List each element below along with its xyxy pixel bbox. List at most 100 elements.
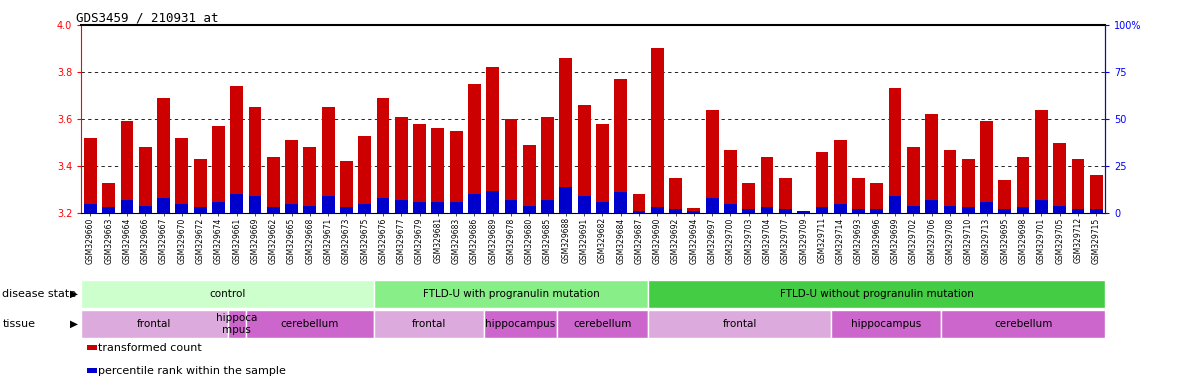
- Bar: [231, 86, 243, 213]
- Bar: [103, 207, 115, 213]
- Text: cerebellum: cerebellum: [994, 319, 1053, 329]
- Bar: [81, 280, 374, 308]
- Bar: [1072, 209, 1084, 213]
- Text: FTLD-U without progranulin mutation: FTLD-U without progranulin mutation: [780, 289, 974, 299]
- Text: cerebellum: cerebellum: [281, 319, 339, 329]
- Bar: [431, 202, 445, 213]
- Bar: [376, 98, 390, 213]
- Bar: [103, 182, 115, 213]
- Bar: [870, 209, 883, 213]
- Bar: [541, 117, 554, 213]
- Text: GDS3459 / 210931_at: GDS3459 / 210931_at: [76, 11, 219, 24]
- Text: hippocampus: hippocampus: [485, 319, 556, 329]
- Bar: [706, 109, 718, 213]
- Bar: [907, 205, 920, 213]
- Bar: [669, 209, 682, 213]
- Bar: [1090, 175, 1103, 213]
- Bar: [176, 138, 189, 213]
- Bar: [523, 145, 535, 213]
- Bar: [84, 138, 97, 213]
- Bar: [889, 196, 901, 213]
- Bar: [651, 48, 663, 213]
- Bar: [374, 310, 484, 338]
- Bar: [1090, 209, 1103, 213]
- Bar: [761, 207, 773, 213]
- Bar: [194, 159, 207, 213]
- Bar: [486, 190, 500, 213]
- Bar: [724, 150, 737, 213]
- Bar: [504, 119, 517, 213]
- Bar: [998, 180, 1011, 213]
- Bar: [687, 209, 700, 213]
- Text: ▶: ▶: [71, 289, 78, 299]
- Bar: [341, 161, 353, 213]
- Bar: [925, 114, 938, 213]
- Bar: [980, 121, 993, 213]
- Bar: [139, 147, 152, 213]
- Bar: [158, 198, 170, 213]
- Bar: [779, 178, 792, 213]
- Bar: [797, 211, 810, 213]
- Text: hippoca
mpus: hippoca mpus: [216, 313, 257, 334]
- Bar: [249, 107, 262, 213]
- Bar: [176, 204, 189, 213]
- Bar: [1017, 207, 1029, 213]
- Bar: [831, 310, 940, 338]
- Text: disease state: disease state: [2, 289, 76, 299]
- Text: transformed count: transformed count: [98, 343, 202, 353]
- Bar: [648, 310, 831, 338]
- Bar: [484, 310, 557, 338]
- Bar: [944, 150, 956, 213]
- Bar: [815, 207, 828, 213]
- Bar: [940, 310, 1105, 338]
- Bar: [1053, 142, 1066, 213]
- Bar: [486, 67, 500, 213]
- Bar: [980, 202, 993, 213]
- Bar: [286, 140, 298, 213]
- Bar: [121, 121, 134, 213]
- Text: hippocampus: hippocampus: [851, 319, 921, 329]
- Bar: [358, 136, 372, 213]
- Bar: [413, 124, 425, 213]
- Bar: [266, 207, 280, 213]
- Bar: [504, 200, 517, 213]
- Bar: [81, 310, 227, 338]
- Bar: [358, 204, 372, 213]
- Bar: [724, 204, 737, 213]
- Bar: [944, 205, 956, 213]
- Bar: [158, 98, 170, 213]
- Bar: [962, 159, 975, 213]
- Bar: [413, 202, 425, 213]
- Bar: [797, 211, 810, 213]
- Bar: [834, 140, 846, 213]
- Bar: [962, 207, 975, 213]
- Bar: [557, 310, 648, 338]
- Bar: [651, 207, 663, 213]
- Text: ▶: ▶: [71, 319, 78, 329]
- Text: frontal: frontal: [723, 319, 756, 329]
- Bar: [321, 196, 335, 213]
- Text: FTLD-U with progranulin mutation: FTLD-U with progranulin mutation: [423, 289, 600, 299]
- Bar: [523, 205, 535, 213]
- Text: tissue: tissue: [2, 319, 36, 329]
- Bar: [84, 204, 97, 213]
- Bar: [1072, 159, 1084, 213]
- Bar: [1035, 200, 1048, 213]
- Bar: [577, 196, 590, 213]
- Bar: [907, 147, 920, 213]
- Bar: [541, 200, 554, 213]
- Bar: [431, 128, 445, 213]
- Text: cerebellum: cerebellum: [574, 319, 632, 329]
- Bar: [577, 105, 590, 213]
- Bar: [815, 152, 828, 213]
- Bar: [998, 209, 1011, 213]
- Bar: [286, 204, 298, 213]
- Bar: [449, 202, 462, 213]
- Bar: [614, 79, 627, 213]
- Text: control: control: [209, 289, 246, 299]
- Bar: [669, 178, 682, 213]
- Bar: [227, 310, 246, 338]
- Bar: [742, 209, 755, 213]
- Bar: [632, 194, 645, 213]
- Text: frontal: frontal: [137, 319, 172, 329]
